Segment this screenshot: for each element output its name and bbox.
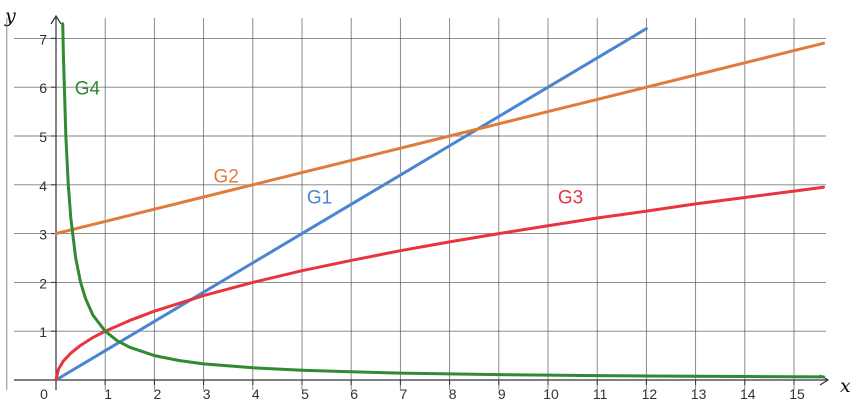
y-tick-label: 1 (39, 324, 47, 340)
y-tick-label: 3 (39, 227, 47, 243)
series-line-g2 (54, 41, 826, 236)
series-label-g4: G4 (75, 79, 101, 100)
x-tick-label: 1 (104, 386, 112, 402)
x-tick-label: 13 (691, 386, 707, 402)
series-label-g2: G2 (213, 166, 238, 187)
x-tick-label: 12 (642, 386, 658, 402)
series-label-g3: G3 (558, 187, 583, 208)
x-tick-label: 7 (400, 386, 408, 402)
series-label-g1: G1 (307, 187, 332, 208)
y-axis-label: y (4, 5, 16, 27)
x-tick-label: 15 (789, 386, 805, 402)
x-tick-label: 8 (449, 386, 457, 402)
x-tick-label: 5 (301, 386, 309, 402)
y-axis-arrow (50, 14, 62, 25)
x-tick-label: 4 (252, 386, 260, 402)
x-tick-label: 10 (543, 386, 559, 402)
x-tick-label: 9 (498, 386, 506, 402)
y-tick-label: 7 (39, 31, 47, 47)
x-tick-label: 6 (350, 386, 358, 402)
series-line-g3 (54, 185, 826, 382)
x-tick-label: 14 (740, 386, 756, 402)
y-tick-label: 6 (39, 80, 47, 96)
series-labels: G1 G2 G3 G4 (75, 79, 584, 209)
x-axis-label: x (840, 375, 851, 397)
y-tick-label: 4 (39, 178, 47, 194)
series-line-g4 (61, 22, 826, 379)
y-tick-label: 2 (39, 275, 47, 291)
y-tick-label: 5 (39, 129, 47, 145)
x-tick-label: 0 (40, 386, 48, 402)
x-tick-label: 11 (593, 386, 608, 402)
x-tick-label: 2 (154, 386, 162, 402)
series-line-g1 (54, 27, 648, 382)
x-tick-label: 3 (203, 386, 211, 402)
series-curves (54, 22, 826, 382)
